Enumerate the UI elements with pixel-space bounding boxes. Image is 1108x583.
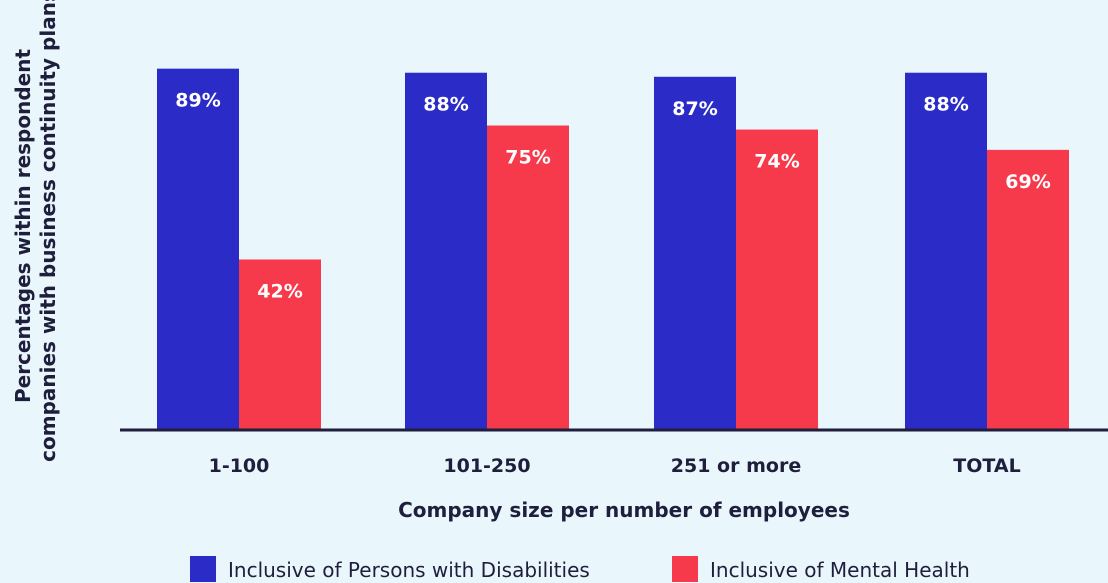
legend-swatch — [672, 556, 698, 582]
legend-label: Inclusive of Persons with Disabilities — [228, 558, 590, 582]
bar-mental-health-2 — [736, 129, 818, 430]
x-tick-label: 251 or more — [671, 455, 801, 477]
y-axis-title-line: Percentages within respondent — [11, 49, 35, 403]
tick-labels-group: 1-100 101-250 251 or more TOTAL — [209, 455, 1021, 477]
y-axis-title: Percentages within respondentcompanies w… — [11, 0, 60, 462]
bar-value-label: 88% — [423, 94, 468, 116]
bar-value-label: 69% — [1005, 171, 1050, 193]
bar-disabilities-0 — [157, 68, 239, 430]
bar-value-label: 75% — [505, 147, 550, 169]
bar-mental-health-0 — [239, 259, 321, 430]
bar-value-label: 74% — [754, 151, 799, 173]
bar-disabilities-1 — [405, 72, 487, 430]
bar-value-label: 88% — [923, 94, 968, 116]
x-axis-title: Company size per number of employees — [398, 498, 850, 522]
legend-swatch — [190, 556, 216, 582]
legend: Inclusive of Persons with Disabilities In… — [190, 556, 970, 582]
y-axis-title-line: companies with business continuity plans — [36, 0, 60, 462]
x-tick-label: TOTAL — [953, 455, 1020, 477]
bar-disabilities-2 — [654, 76, 736, 430]
bar-mental-health-1 — [487, 125, 569, 430]
bar-disabilities-3 — [905, 72, 987, 430]
legend-label: Inclusive of Mental Health — [710, 558, 970, 582]
bars-group: 89% 42% 88% 75% 87% 74% 88% 69% — [157, 68, 1069, 431]
bar-value-label: 87% — [672, 98, 717, 120]
x-tick-label: 1-100 — [209, 455, 270, 477]
x-tick-label: 101-250 — [443, 455, 530, 477]
bar-value-label: 89% — [175, 90, 220, 112]
bar-mental-health-3 — [987, 149, 1069, 431]
bar-value-label: 42% — [257, 280, 302, 302]
